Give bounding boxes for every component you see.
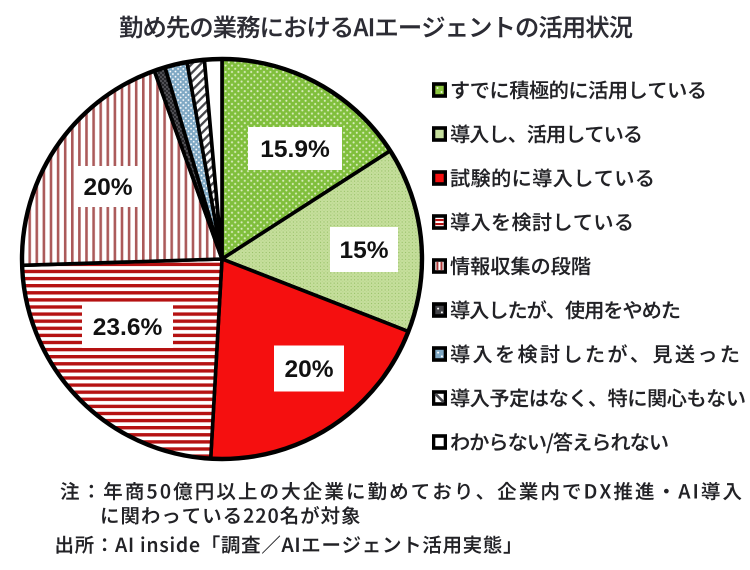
svg-text:23.6%: 23.6% <box>93 314 163 341</box>
svg-text:20%: 20% <box>83 174 132 201</box>
svg-text:20%: 20% <box>284 356 333 383</box>
svg-text:15%: 15% <box>339 237 388 264</box>
svg-text:15.9%: 15.9% <box>260 136 330 163</box>
